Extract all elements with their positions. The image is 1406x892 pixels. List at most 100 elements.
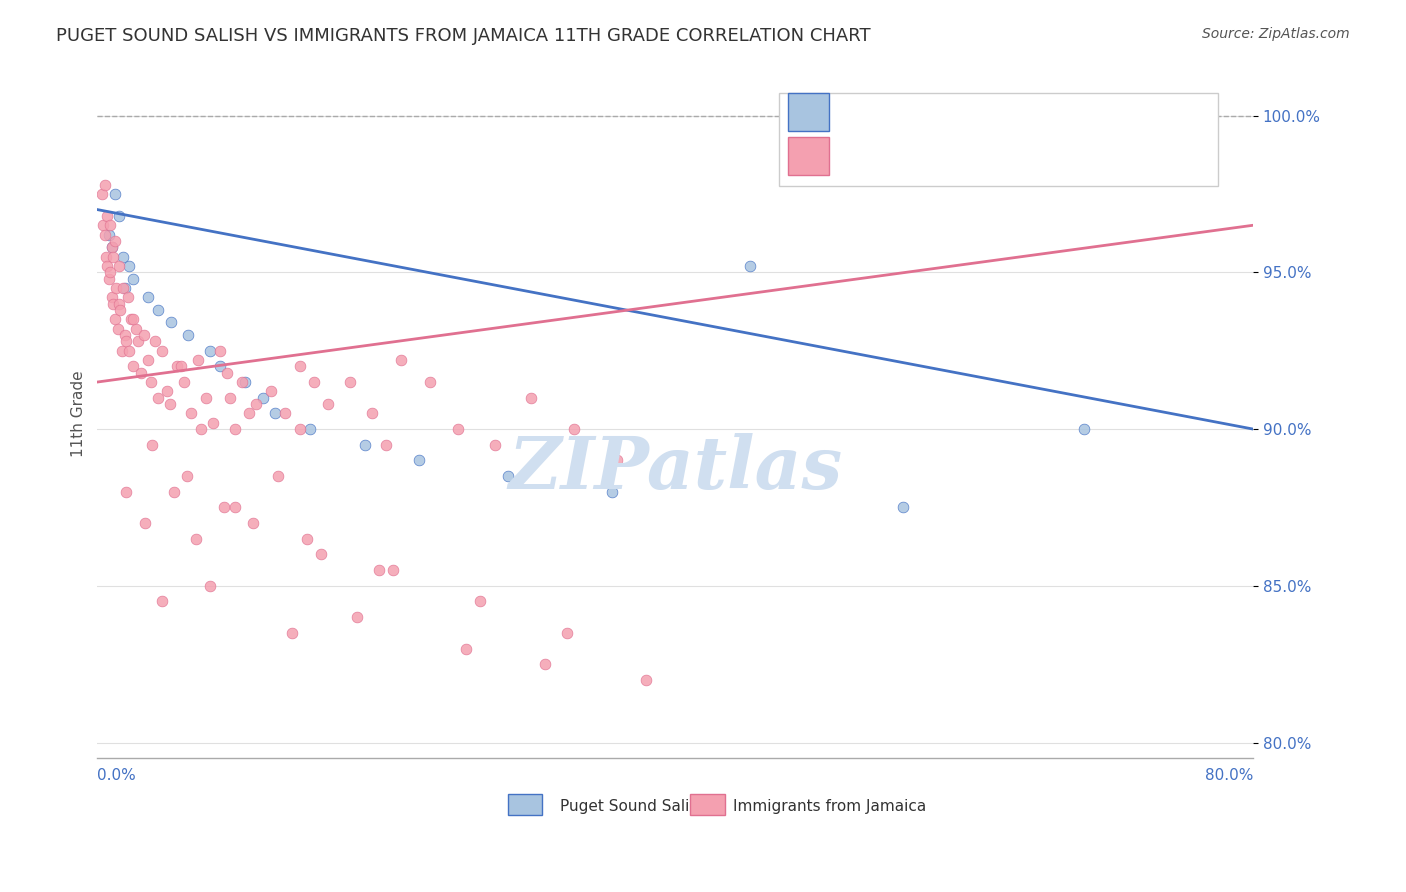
Point bbox=[198, 343, 221, 358]
Point bbox=[534, 657, 557, 672]
Text: R = -0.451   N = 25: R = -0.451 N = 25 bbox=[842, 97, 1019, 115]
Point bbox=[136, 353, 159, 368]
Text: Source: ZipAtlas.com: Source: ZipAtlas.com bbox=[1202, 27, 1350, 41]
Point bbox=[143, 334, 166, 349]
Point bbox=[122, 359, 145, 374]
Point bbox=[180, 406, 202, 420]
Point bbox=[108, 296, 131, 310]
Point bbox=[117, 290, 139, 304]
Point bbox=[346, 610, 368, 624]
Point bbox=[159, 397, 181, 411]
Point bbox=[108, 209, 131, 223]
Point bbox=[389, 353, 412, 368]
Point bbox=[107, 322, 129, 336]
Point bbox=[173, 375, 195, 389]
Y-axis label: 11th Grade: 11th Grade bbox=[72, 370, 86, 457]
Text: 0.0%: 0.0% bbox=[97, 768, 136, 782]
Point bbox=[115, 334, 138, 349]
Point bbox=[217, 366, 239, 380]
Point bbox=[122, 312, 145, 326]
Point bbox=[120, 312, 142, 326]
Point bbox=[101, 290, 124, 304]
Point bbox=[298, 422, 321, 436]
Point bbox=[264, 406, 287, 420]
Point bbox=[224, 500, 246, 515]
Point bbox=[114, 281, 136, 295]
Point bbox=[519, 391, 541, 405]
Point bbox=[146, 302, 169, 317]
Point bbox=[97, 227, 120, 242]
Point bbox=[103, 296, 125, 310]
Point bbox=[252, 391, 274, 405]
Point bbox=[288, 359, 311, 374]
Text: R =  0.190   N = 95: R = 0.190 N = 95 bbox=[842, 149, 1019, 167]
Point bbox=[163, 484, 186, 499]
Point bbox=[231, 375, 253, 389]
Point bbox=[114, 328, 136, 343]
Point bbox=[382, 563, 405, 577]
Text: PUGET SOUND SALISH VS IMMIGRANTS FROM JAMAICA 11TH GRADE CORRELATION CHART: PUGET SOUND SALISH VS IMMIGRANTS FROM JA… bbox=[56, 27, 870, 45]
Point bbox=[194, 391, 217, 405]
Point bbox=[118, 343, 141, 358]
Point bbox=[108, 259, 131, 273]
Point bbox=[274, 406, 297, 420]
Point bbox=[112, 281, 135, 295]
Point bbox=[96, 209, 118, 223]
Point bbox=[103, 250, 125, 264]
Point bbox=[134, 516, 156, 530]
Point bbox=[125, 322, 148, 336]
Point bbox=[184, 532, 207, 546]
Point bbox=[122, 271, 145, 285]
FancyBboxPatch shape bbox=[508, 794, 543, 814]
Point bbox=[101, 240, 124, 254]
Point bbox=[555, 625, 578, 640]
FancyBboxPatch shape bbox=[690, 794, 725, 814]
Point bbox=[470, 594, 492, 608]
Point bbox=[115, 484, 138, 499]
Point bbox=[118, 259, 141, 273]
Point bbox=[288, 422, 311, 436]
Point bbox=[104, 186, 127, 201]
Point bbox=[201, 416, 224, 430]
Point bbox=[104, 234, 127, 248]
FancyBboxPatch shape bbox=[789, 137, 830, 176]
Point bbox=[90, 186, 112, 201]
Point bbox=[160, 316, 183, 330]
Text: ZIPatlas: ZIPatlas bbox=[508, 433, 842, 504]
Point bbox=[606, 453, 628, 467]
Point bbox=[105, 281, 128, 295]
Text: 80.0%: 80.0% bbox=[1205, 768, 1253, 782]
Point bbox=[98, 265, 121, 279]
Point bbox=[96, 259, 118, 273]
Point bbox=[408, 453, 430, 467]
Point bbox=[104, 312, 127, 326]
Point bbox=[156, 384, 179, 399]
Point bbox=[318, 397, 340, 411]
Point bbox=[91, 219, 114, 233]
Point bbox=[281, 625, 304, 640]
Point bbox=[447, 422, 470, 436]
Point bbox=[97, 271, 120, 285]
FancyBboxPatch shape bbox=[779, 93, 1219, 186]
Text: Immigrants from Jamaica: Immigrants from Jamaica bbox=[733, 799, 927, 814]
Point bbox=[112, 250, 135, 264]
Point bbox=[740, 259, 762, 273]
Point bbox=[198, 579, 221, 593]
Point bbox=[110, 302, 132, 317]
Point bbox=[1073, 422, 1095, 436]
Point bbox=[375, 438, 398, 452]
Point bbox=[242, 516, 264, 530]
Point bbox=[600, 484, 623, 499]
Point bbox=[295, 532, 318, 546]
Point bbox=[101, 240, 124, 254]
Point bbox=[484, 438, 506, 452]
Point bbox=[219, 391, 242, 405]
Point bbox=[302, 375, 325, 389]
Point bbox=[111, 343, 134, 358]
Point bbox=[93, 227, 115, 242]
Point bbox=[127, 334, 149, 349]
Point bbox=[187, 353, 209, 368]
FancyBboxPatch shape bbox=[789, 93, 830, 130]
Point bbox=[233, 375, 256, 389]
Point bbox=[454, 641, 477, 656]
